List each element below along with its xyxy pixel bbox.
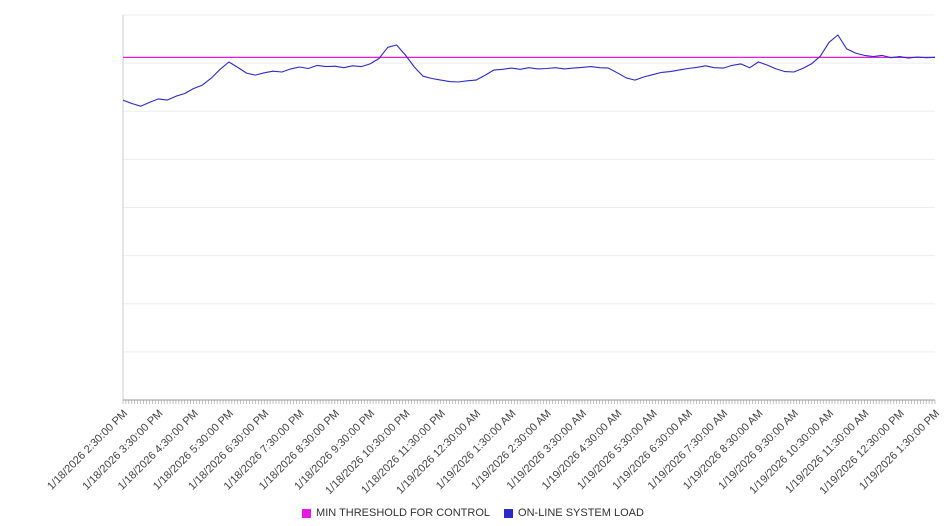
- load-legend-label: ON-LINE SYSTEM LOAD: [518, 507, 644, 519]
- threshold-swatch: [302, 508, 312, 518]
- legend-item-load[interactable]: ON-LINE SYSTEM LOAD: [504, 507, 644, 519]
- threshold-legend-label: MIN THRESHOLD FOR CONTROL: [316, 507, 491, 519]
- chart-legend: MIN THRESHOLD FOR CONTROL ON-LINE SYSTEM…: [0, 507, 946, 519]
- load-series-line: [122, 34, 936, 107]
- line-chart: 1/18/2026 2:30:00 PM1/18/2026 3:30:00 PM…: [45, 14, 942, 497]
- load-swatch: [504, 508, 514, 518]
- legend-item-threshold[interactable]: MIN THRESHOLD FOR CONTROL: [302, 507, 490, 519]
